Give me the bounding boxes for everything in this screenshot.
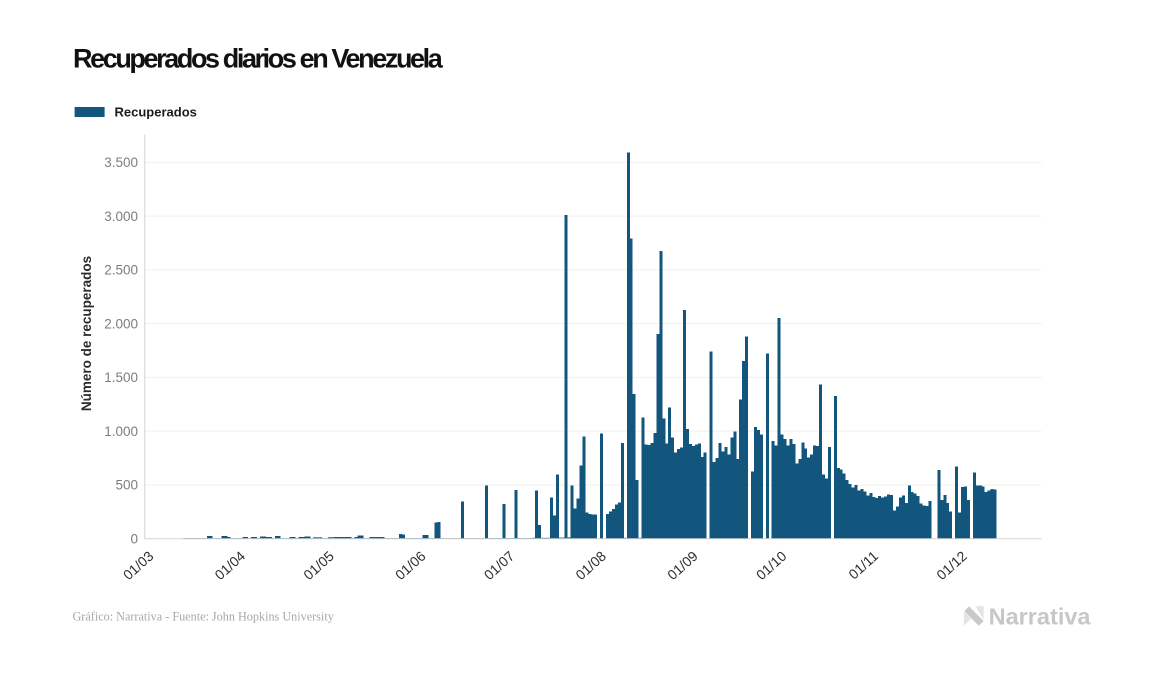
svg-text:Gráfico: Narrativa - Fuente: J: Gráfico: Narrativa - Fuente: John Hopkin… bbox=[73, 610, 335, 624]
svg-text:Recuperados: Recuperados bbox=[115, 105, 197, 120]
svg-text:01/06: 01/06 bbox=[392, 548, 429, 583]
svg-text:2.000: 2.000 bbox=[104, 316, 138, 331]
svg-text:01/12: 01/12 bbox=[933, 548, 970, 583]
svg-text:Recuperados diarios en Venezue: Recuperados diarios en Venezuela bbox=[73, 44, 444, 74]
svg-text:01/07: 01/07 bbox=[481, 548, 518, 583]
svg-text:500: 500 bbox=[115, 478, 138, 493]
svg-text:01/10: 01/10 bbox=[753, 548, 790, 583]
svg-text:01/08: 01/08 bbox=[572, 548, 609, 583]
svg-text:Narrativa: Narrativa bbox=[989, 604, 1092, 630]
svg-text:Número de recuperados: Número de recuperados bbox=[79, 256, 94, 411]
svg-text:01/03: 01/03 bbox=[120, 548, 157, 583]
svg-text:01/09: 01/09 bbox=[664, 548, 701, 583]
svg-text:3.500: 3.500 bbox=[104, 155, 138, 170]
svg-text:1.500: 1.500 bbox=[104, 370, 138, 385]
svg-text:01/11: 01/11 bbox=[845, 548, 881, 583]
svg-text:1.000: 1.000 bbox=[104, 424, 138, 439]
svg-text:01/05: 01/05 bbox=[300, 548, 337, 583]
svg-text:3.000: 3.000 bbox=[104, 209, 138, 224]
svg-text:2.500: 2.500 bbox=[104, 263, 138, 278]
svg-text:0: 0 bbox=[130, 532, 138, 547]
svg-text:01/04: 01/04 bbox=[211, 548, 248, 583]
